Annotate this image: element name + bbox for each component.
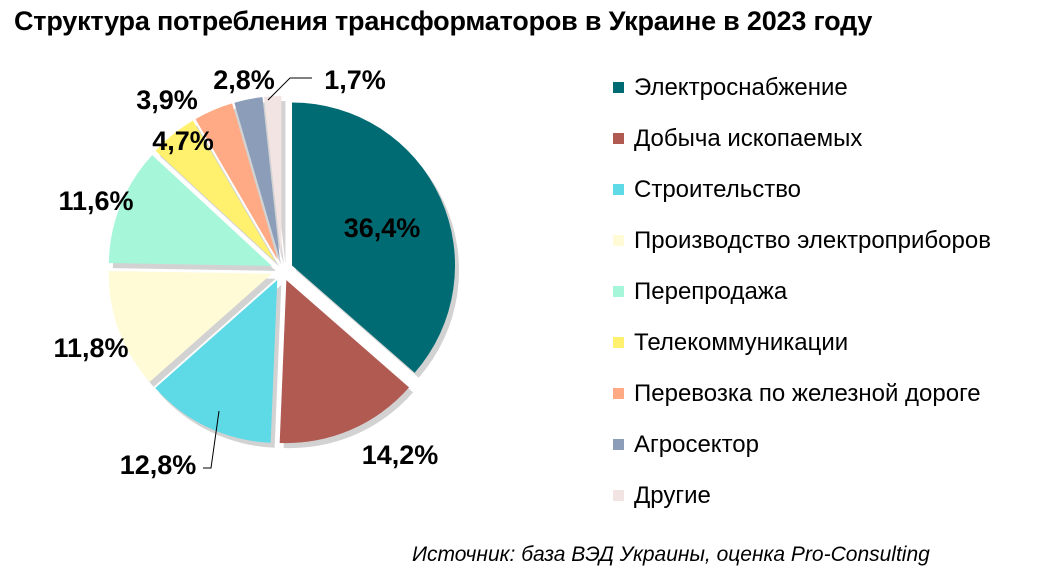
legend-swatch xyxy=(613,235,624,246)
legend-item: Перевозка по железной дороге xyxy=(613,368,991,419)
slice-label: 36,4% xyxy=(344,213,421,243)
legend-label: Добыча ископаемых xyxy=(634,124,863,152)
legend-label: Телекоммуникации xyxy=(634,328,849,356)
slice-label: 3,9% xyxy=(136,85,198,115)
leader-lines xyxy=(203,77,312,469)
legend-item: Электроснабжение xyxy=(613,62,991,113)
legend-item: Добыча ископаемых xyxy=(613,113,991,164)
legend-item: Производство электроприборов xyxy=(613,215,991,266)
legend-item: Перепродажа xyxy=(613,266,991,317)
legend-label: Электроснабжение xyxy=(634,73,848,101)
legend-item: Агросектор xyxy=(613,419,991,470)
pie-slice xyxy=(108,270,272,382)
slice-label: 11,6% xyxy=(58,186,133,216)
source-note: Источник: база ВЭД Украины, оценка Pro-C… xyxy=(412,543,930,566)
leader-line xyxy=(203,410,220,469)
slice-label: 11,8% xyxy=(53,333,128,363)
legend-label: Агросектор xyxy=(634,430,759,458)
pie-slice xyxy=(234,97,280,260)
pie-slice xyxy=(264,96,282,260)
chart-title: Структура потребления трансформаторов в … xyxy=(14,6,873,36)
legend-label: Перевозка по железной дороге xyxy=(634,379,981,407)
legend-swatch xyxy=(613,184,624,195)
legend-item: Строительство xyxy=(613,164,991,215)
legend-swatch xyxy=(613,286,624,297)
legend-swatch xyxy=(613,337,624,348)
legend-label: Строительство xyxy=(634,175,802,203)
slice-label: 12,8% xyxy=(120,450,197,480)
pie-slice xyxy=(292,102,456,373)
slice-label: 2,8% xyxy=(213,65,275,95)
slice-label: 1,7% xyxy=(324,65,386,95)
pie-slices xyxy=(108,96,460,449)
legend-label: Производство электроприборов xyxy=(634,226,991,254)
legend: Электроснабжение Добыча ископаемых Строите… xyxy=(613,62,991,521)
pie-slice xyxy=(279,280,410,444)
leader-line xyxy=(267,77,312,101)
pie-slice xyxy=(195,103,278,260)
legend-swatch xyxy=(613,82,624,93)
pie-slice xyxy=(155,120,276,262)
slice-label: 4,7% xyxy=(152,126,214,156)
pie-slice xyxy=(108,155,272,266)
legend-swatch xyxy=(613,133,624,144)
slice-labels: 36,4% 14,2% 12,8% 11,8% 11,6% 4,7% 3,9% 2,8% 1,7… xyxy=(53,65,438,480)
legend-label: Перепродажа xyxy=(634,277,788,305)
legend-swatch xyxy=(613,388,624,399)
legend-label: Другие xyxy=(634,481,711,509)
pie-chart: 36,4% 14,2% 12,8% 11,8% 11,6% 4,7% 3,9% 2,8% 1,7… xyxy=(53,65,460,480)
legend-swatch xyxy=(613,439,624,450)
slice-label: 14,2% xyxy=(362,440,439,470)
legend-swatch xyxy=(613,490,624,501)
legend-item: Телекоммуникации xyxy=(613,317,991,368)
legend-item: Другие xyxy=(613,470,991,521)
pie-slice xyxy=(155,279,278,443)
